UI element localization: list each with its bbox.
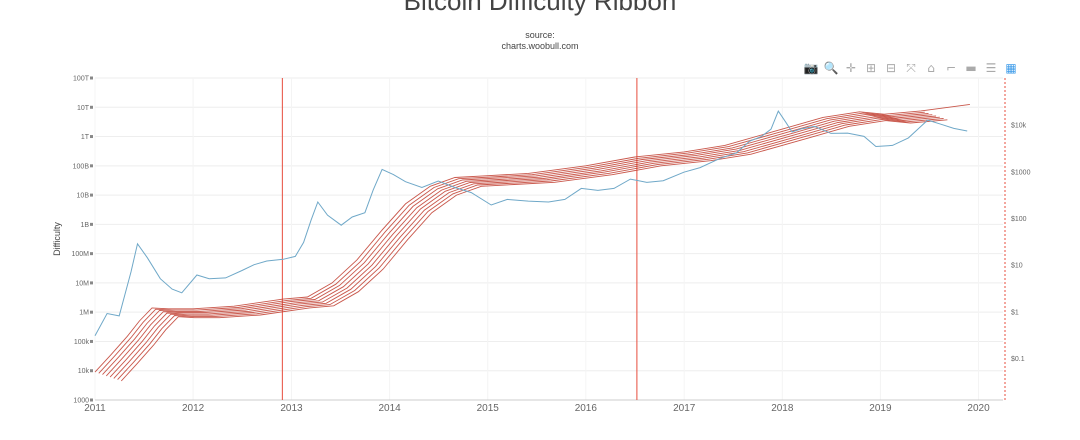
y-left-tick-label: 10M <box>75 280 89 287</box>
y-left-tick-label: 100M <box>71 251 89 258</box>
autoscale-icon[interactable]: ⤧ <box>906 60 916 75</box>
y-left-tick-label: 1M <box>79 310 89 317</box>
chart-title: Bitcoin Difficulty Ribbon <box>403 0 677 16</box>
y-left-tick-label: 10k <box>78 368 90 375</box>
y-left-tick-label: 1000 <box>73 398 89 405</box>
home-icon[interactable]: ⌂ <box>927 61 935 75</box>
y-right-tick-label: $10 <box>1011 263 1023 270</box>
pan-icon[interactable]: ✛ <box>845 61 857 75</box>
y-right-tick-label: $1000 <box>1011 169 1031 176</box>
y-left-tick-mark <box>90 252 93 256</box>
difficulty-ribbon-line <box>102 113 929 375</box>
chart-subtitle: source: charts.woobull.com <box>0 30 1080 52</box>
y-left-tick-label: 10T <box>77 105 90 112</box>
plotly-logo-icon[interactable]: ▦ <box>1005 61 1017 75</box>
y-right-tick-label: $10k <box>1011 123 1027 130</box>
zoom-icon[interactable]: 🔍 <box>823 61 839 75</box>
hover-closest-icon[interactable]: ▬ <box>965 61 977 75</box>
hover-compare-icon[interactable]: ☰ <box>985 61 997 75</box>
y-axis-label: Difficulty <box>52 222 62 256</box>
chart-toolbar: 📷 🔍 ✛ ⊞ ⊟ ⤧ ⌂ ⌐ ▬ ☰ ▦ <box>804 60 1018 76</box>
y-left-tick-mark <box>90 310 93 314</box>
y-right-tick-label: $0.1 <box>1011 356 1025 363</box>
price-line <box>94 110 968 336</box>
x-tick-label: 2014 <box>378 403 401 414</box>
y-left-tick-mark <box>90 193 93 197</box>
y-left-tick-mark <box>90 135 93 139</box>
difficulty-ribbon-line <box>98 111 925 374</box>
y-right-tick-label: $100 <box>1011 216 1027 223</box>
y-left-tick-mark <box>90 281 93 285</box>
x-tick-label: 2016 <box>575 403 598 414</box>
difficulty-ribbon-line <box>94 103 970 373</box>
y-right-tick-label: $1 <box>1011 309 1019 316</box>
y-left-tick-mark <box>90 369 93 373</box>
y-left-tick-mark <box>90 164 93 168</box>
difficulty-ribbon-line <box>117 118 944 380</box>
y-left-tick-mark <box>90 398 93 402</box>
y-left-tick-mark <box>90 222 93 226</box>
y-left-tick-mark <box>90 339 93 343</box>
x-tick-label: 2015 <box>477 403 500 414</box>
y-left-tick-mark <box>90 76 93 80</box>
difficulty-ribbon-line <box>113 116 940 379</box>
x-tick-label: 2013 <box>280 403 303 414</box>
y-left-tick-label: 100T <box>73 76 90 83</box>
spike-lines-icon[interactable]: ⌐ <box>945 61 957 75</box>
difficulty-ribbon-line <box>105 114 933 377</box>
x-tick-label: 2019 <box>869 403 892 414</box>
y-left-tick-label: 1T <box>81 134 90 141</box>
zoom-in-icon[interactable]: ⊞ <box>865 61 877 75</box>
y-left-tick-label: 1B <box>80 222 89 229</box>
subtitle-line-1: source: <box>525 30 555 40</box>
y-left-tick-label: 100B <box>73 163 90 170</box>
x-tick-label: 2011 <box>84 403 106 414</box>
difficulty-ribbon-line <box>109 115 937 378</box>
subtitle-line-2: charts.woobull.com <box>501 41 579 51</box>
x-tick-label: 2020 <box>967 403 990 414</box>
difficulty-ribbon-line <box>120 119 948 382</box>
y-left-tick-mark <box>90 105 93 109</box>
y-left-tick-label: 10B <box>77 193 90 200</box>
camera-icon[interactable]: 📷 <box>803 61 819 75</box>
x-tick-label: 2017 <box>673 403 696 414</box>
y-left-tick-label: 100k <box>74 339 90 346</box>
x-tick-label: 2012 <box>182 403 205 414</box>
zoom-out-icon[interactable]: ⊟ <box>885 61 897 75</box>
x-tick-label: 2018 <box>771 403 794 414</box>
